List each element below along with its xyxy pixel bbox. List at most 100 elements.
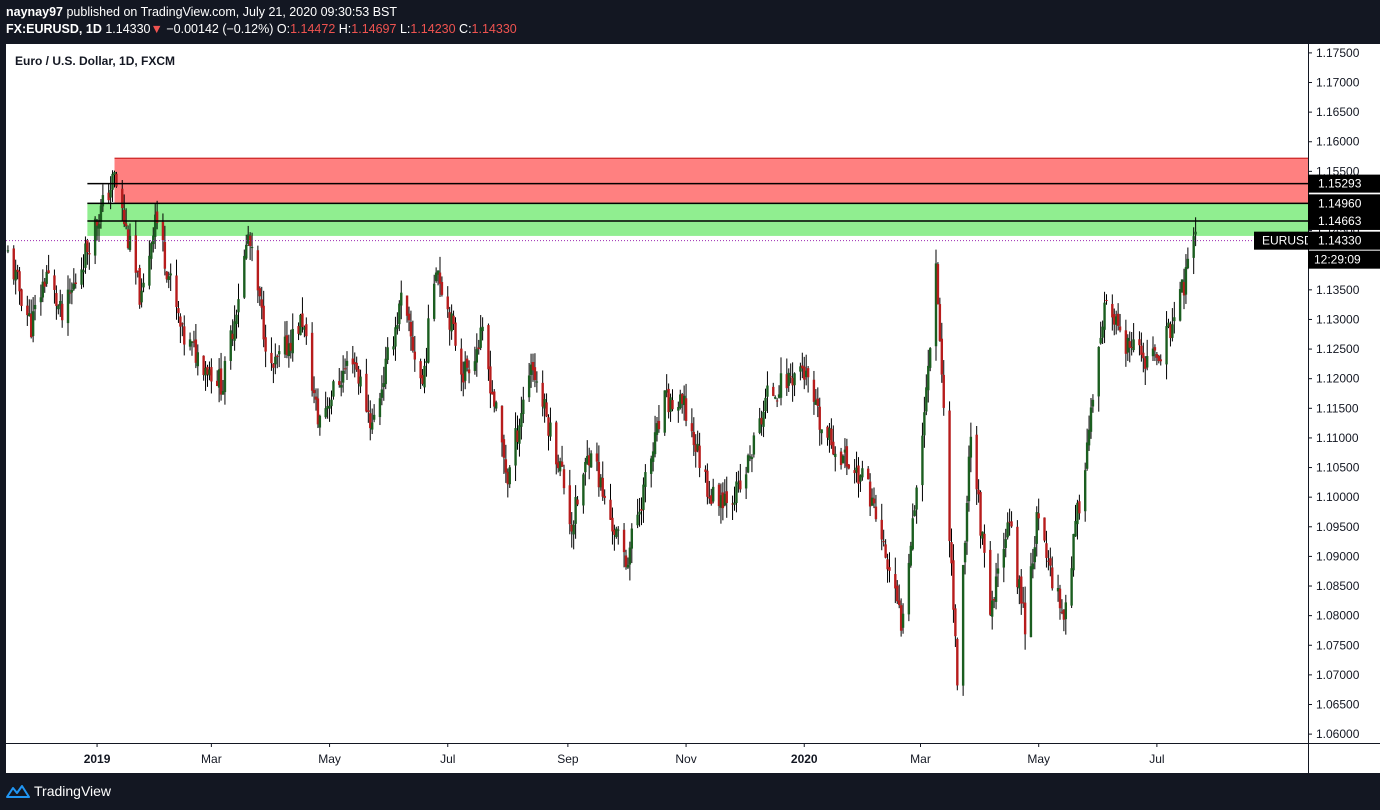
x-tick-label-1: Mar — [201, 752, 222, 766]
candle-body-91 — [256, 250, 260, 291]
symbol-badge — [1254, 231, 1308, 250]
candle-body-34 — [99, 205, 103, 223]
tradingview-logo-icon[interactable] — [6, 783, 30, 799]
candle-body-301 — [826, 426, 829, 438]
candle-body-387 — [1058, 588, 1062, 609]
candle-body-95 — [264, 337, 267, 352]
candle-body-121 — [338, 381, 341, 385]
candle-body-184 — [506, 471, 510, 485]
candle-body-339 — [927, 365, 930, 391]
candle-body-228 — [626, 564, 630, 568]
candle-body-41 — [121, 188, 124, 209]
candle-body-270 — [739, 480, 742, 490]
hline-label-box-1 — [1308, 194, 1380, 213]
candle-body-62 — [177, 308, 180, 314]
candle-body-218 — [599, 477, 603, 488]
high-value: 1.14697 — [351, 22, 397, 36]
candle-body-414 — [1130, 346, 1133, 348]
candle-body-365 — [996, 568, 1000, 574]
candle-body-324 — [886, 559, 889, 570]
plot-area[interactable] — [6, 44, 1308, 743]
candle-body-209 — [574, 497, 577, 524]
candle-body-10 — [33, 304, 37, 310]
candle-body-103 — [287, 343, 291, 357]
candle-body-94 — [262, 305, 265, 340]
candle-body-330 — [901, 613, 905, 628]
time-scale[interactable] — [6, 743, 1308, 773]
candle-body-325 — [888, 567, 891, 571]
candle-body-33 — [97, 224, 101, 229]
candle-body-8 — [29, 313, 33, 338]
candle-body-258 — [708, 496, 711, 499]
candle-body-276 — [758, 418, 761, 433]
candle-body-254 — [696, 443, 699, 451]
candle-body-90 — [250, 247, 254, 249]
candle-body-48 — [138, 267, 141, 305]
candle-body-85 — [237, 299, 240, 313]
candle-body-262 — [719, 495, 723, 508]
brand-name[interactable]: TradingView — [34, 783, 112, 799]
candle-body-271 — [744, 474, 748, 489]
y-tick-label-21: 1.07000 — [1316, 668, 1360, 682]
price-scale[interactable] — [1308, 44, 1380, 773]
candle-body-45 — [128, 235, 132, 250]
candle-body-23 — [70, 289, 74, 293]
candle-body-155 — [427, 318, 430, 363]
candle-body-364 — [994, 576, 998, 602]
candle-body-334 — [913, 510, 916, 516]
candle-body-137 — [380, 389, 384, 398]
candle-body-82 — [231, 333, 234, 340]
candle-body-390 — [1064, 602, 1068, 620]
candle-body-86 — [243, 255, 246, 298]
y-tick-label-3: 1.16000 — [1316, 135, 1360, 149]
candle-body-178 — [491, 391, 494, 395]
candle-body-11 — [39, 297, 43, 303]
candle-body-249 — [682, 395, 686, 406]
candle-body-404 — [1103, 302, 1106, 330]
candle-body-72 — [204, 367, 207, 376]
author-name[interactable]: naynay97 — [6, 5, 63, 19]
candle-body-264 — [723, 493, 727, 506]
candle-body-261 — [717, 484, 721, 507]
zone-layer — [87, 157, 1308, 236]
y-tick-label-22: 1.06500 — [1316, 697, 1360, 711]
hline-label-box-2 — [1308, 211, 1380, 230]
y-tick-label-14: 1.10500 — [1316, 461, 1360, 475]
candle-body-335 — [915, 487, 918, 510]
candle-body-70 — [196, 352, 200, 367]
candle-body-56 — [161, 221, 165, 241]
candle-body-208 — [572, 524, 575, 535]
candle-body-88 — [246, 234, 250, 244]
candle-body-246 — [677, 407, 680, 411]
candle-body-170 — [467, 369, 471, 374]
candle-body-36 — [107, 192, 110, 201]
candle-body-268 — [735, 481, 738, 504]
candle-body-64 — [181, 323, 184, 325]
candle-body-207 — [570, 524, 573, 532]
close-label: C: — [459, 22, 472, 36]
candle-body-80 — [223, 360, 227, 393]
candle-body-377 — [1031, 563, 1035, 570]
candle-body-230 — [630, 528, 634, 549]
chart-title: Euro / U.S. Dollar, 1D, FXCM — [15, 54, 175, 68]
candle-body-26 — [80, 269, 83, 285]
candle-body-393 — [1074, 520, 1077, 537]
candle-body-343 — [938, 304, 942, 341]
candle-body-257 — [706, 470, 709, 497]
candle-body-337 — [923, 412, 926, 436]
candle-body-437 — [1194, 231, 1197, 235]
candle-body-328 — [897, 600, 901, 606]
candle-body-305 — [834, 453, 837, 457]
candle-body-69 — [194, 339, 198, 363]
price-chart[interactable]: 1.175001.170001.165001.160001.155001.150… — [0, 44, 1380, 773]
candle-body-424 — [1157, 355, 1161, 361]
x-tick-label-4: Sep — [557, 752, 579, 766]
candle-body-50 — [142, 282, 145, 288]
candle-body-176 — [487, 325, 490, 370]
candle-body-410 — [1118, 326, 1122, 331]
candle-body-395 — [1078, 501, 1081, 514]
candle-body-149 — [411, 336, 415, 351]
candle-body-256 — [704, 469, 707, 472]
candle-body-378 — [1033, 547, 1037, 563]
candle-body-3 — [16, 269, 19, 272]
